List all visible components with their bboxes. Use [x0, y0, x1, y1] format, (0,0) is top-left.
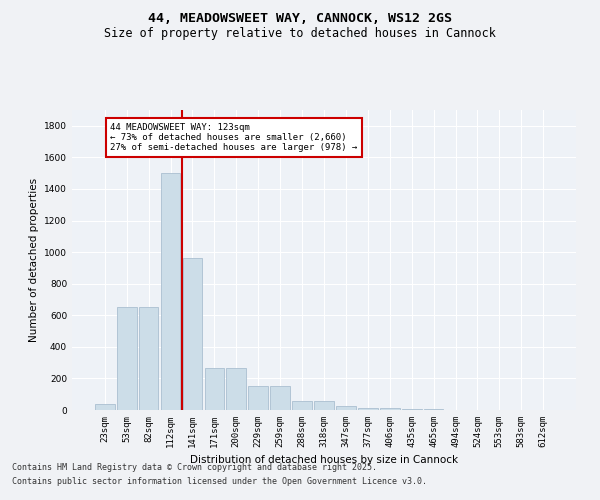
Bar	[95, 404, 115, 410]
Bar	[380, 408, 400, 410]
Bar	[117, 308, 137, 410]
X-axis label: Distribution of detached houses by size in Cannock: Distribution of detached houses by size …	[190, 456, 458, 466]
Text: Contains HM Land Registry data © Crown copyright and database right 2025.: Contains HM Land Registry data © Crown c…	[12, 464, 377, 472]
Bar	[336, 406, 356, 410]
Bar	[358, 408, 378, 410]
Bar	[182, 258, 202, 410]
Bar	[402, 409, 422, 410]
Bar	[314, 400, 334, 410]
Bar	[205, 368, 224, 410]
Y-axis label: Number of detached properties: Number of detached properties	[29, 178, 38, 342]
Text: Contains public sector information licensed under the Open Government Licence v3: Contains public sector information licen…	[12, 477, 427, 486]
Bar	[139, 308, 158, 410]
Text: Size of property relative to detached houses in Cannock: Size of property relative to detached ho…	[104, 28, 496, 40]
Bar	[270, 386, 290, 410]
Bar	[226, 368, 246, 410]
Text: 44 MEADOWSWEET WAY: 123sqm
← 73% of detached houses are smaller (2,660)
27% of s: 44 MEADOWSWEET WAY: 123sqm ← 73% of deta…	[110, 122, 358, 152]
Bar	[161, 173, 181, 410]
Text: 44, MEADOWSWEET WAY, CANNOCK, WS12 2GS: 44, MEADOWSWEET WAY, CANNOCK, WS12 2GS	[148, 12, 452, 26]
Bar	[424, 409, 443, 410]
Bar	[248, 386, 268, 410]
Bar	[292, 400, 312, 410]
